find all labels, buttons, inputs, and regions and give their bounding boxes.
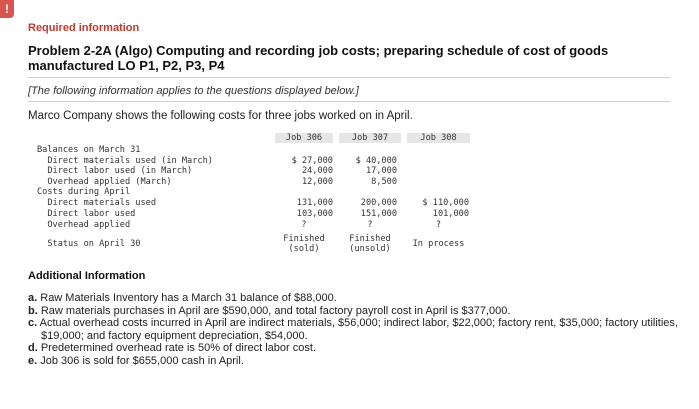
table-cell: ? (367, 220, 373, 230)
list-item: a. Raw Materials Inventory has a March 3… (28, 292, 337, 304)
table-cell: 151,000 (360, 209, 397, 219)
table-cell: $ 110,000 (422, 198, 469, 208)
row-label: Direct labor used (in March) (37, 166, 193, 176)
row-label: Overhead applied (March) (37, 176, 172, 187)
table-cell: 8,500 (371, 176, 397, 187)
table-cell: ? (301, 220, 307, 230)
column-header-job-307: Job 307 (339, 133, 401, 143)
row-label: Direct materials used (37, 198, 156, 208)
divider (28, 101, 670, 102)
table-cell: (sold) (288, 244, 320, 254)
instruction-note: [The following information applies to th… (28, 85, 359, 97)
additional-info-list: a. Raw Materials Inventory has a March 3… (28, 292, 678, 368)
table-cell: 101,000 (432, 209, 469, 219)
row-label: Direct materials used (in March) (37, 155, 213, 166)
table-cell: 12,000 (301, 176, 333, 187)
table-cell: ? (435, 220, 442, 230)
list-item: e. Job 306 is sold for $655,000 cash in … (28, 354, 244, 367)
list-item: b. Raw materials purchases in April are … (28, 304, 511, 317)
list-item: c. Actual overhead costs incurred in Apr… (28, 317, 678, 342)
divider (28, 77, 670, 78)
row-label: Balances on March 31 (37, 145, 141, 155)
intro-text: Marco Company shows the following costs … (28, 110, 413, 122)
table-cell: $ 40,000 (355, 155, 397, 166)
table-cell: Finished (283, 234, 325, 244)
table-cell: Finished (349, 234, 391, 244)
table-cell: 17,000 (365, 166, 397, 176)
table-cell: 200,000 (360, 198, 397, 208)
row-label: Overhead applied (37, 220, 131, 230)
problem-title: Problem 2-2A (Algo) Computing and record… (28, 43, 609, 73)
alert-icon: ! (0, 0, 14, 18)
row-label: Status on April 30 (37, 239, 141, 249)
table-cell: 103,000 (296, 209, 333, 219)
list-item: d. Predetermined overhead rate is 50% of… (28, 342, 316, 355)
table-cell: 131,000 (296, 198, 333, 208)
column-header-job-306: Job 306 (275, 133, 333, 143)
column-header-job-308: Job 308 (407, 133, 470, 143)
additional-info-heading: Additional Information (28, 270, 146, 282)
row-label: Costs during April (37, 187, 131, 197)
table-cell: 24,000 (301, 166, 333, 176)
table-cell: $ 27,000 (291, 155, 333, 166)
row-label: Direct labor used (37, 209, 136, 219)
table-cell: In process (412, 239, 465, 249)
table-cell: (unsold) (349, 244, 391, 254)
required-info-heading: Required information (28, 22, 140, 34)
